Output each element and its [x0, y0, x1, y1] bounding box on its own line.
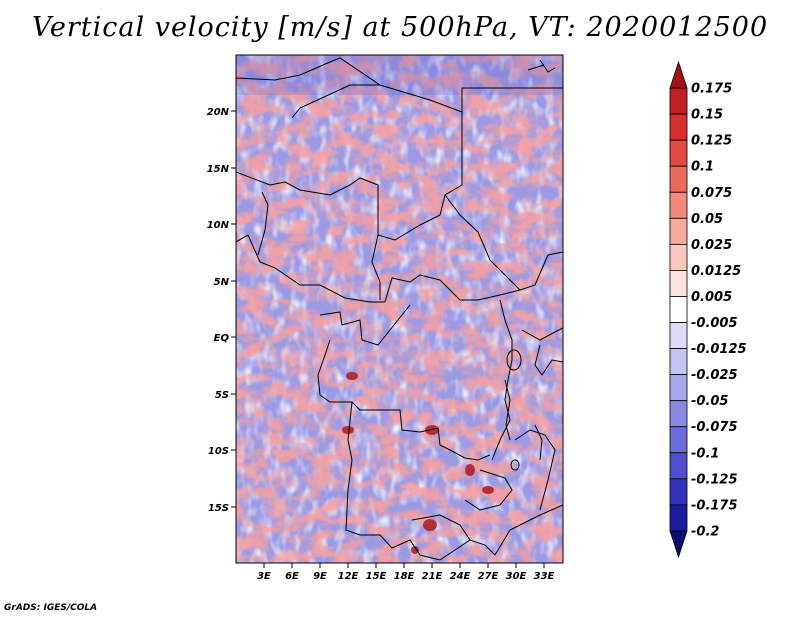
- lon-label: 18E: [394, 571, 415, 582]
- lon-label: 3E: [257, 571, 271, 582]
- colorbar-segment: [669, 217, 688, 245]
- colorbar-segment: [669, 270, 688, 297]
- lat-label: 5S: [215, 390, 229, 401]
- colorbar-label: 0.05: [691, 212, 723, 227]
- lon-label: 33E: [534, 571, 555, 582]
- colorbar-label: -0.025: [691, 368, 738, 383]
- longitude-axis: [263, 563, 545, 568]
- lat-label: 10S: [208, 446, 229, 457]
- vertical-velocity-field: [236, 55, 563, 563]
- colorbar-segment: [669, 60, 688, 89]
- colorbar-segment: [669, 191, 688, 219]
- country-borders: [236, 57, 563, 561]
- colorbar-label: -0.125: [691, 472, 738, 487]
- colorbar-label: 0.005: [691, 290, 732, 305]
- lon-label: 24E: [450, 571, 471, 582]
- colorbar-label: 0.15: [691, 108, 723, 123]
- colorbar-label: -0.175: [691, 498, 738, 513]
- lon-label: 9E: [313, 571, 327, 582]
- colorbar: 0.175 0.15 0.125 0.1 0.075 0.05 0.025 0.0125 0.0…: [669, 60, 747, 559]
- colorbar-label: 0.1: [691, 160, 714, 175]
- lat-label: 5N: [214, 277, 230, 288]
- lon-label: 30E: [506, 571, 527, 582]
- colorbar-segment: [669, 478, 688, 506]
- strong-updraft-spots: [342, 372, 494, 554]
- colorbar-segment: [669, 452, 688, 480]
- colorbar-segment: [669, 504, 688, 532]
- colorbar-segment: [669, 400, 688, 428]
- colorbar-segment: [669, 113, 688, 141]
- lon-label: 21E: [422, 571, 443, 582]
- colorbar-label: 0.025: [691, 238, 732, 253]
- lat-label: 15S: [208, 503, 229, 514]
- colorbar-segment: [669, 243, 688, 271]
- colorbar-label: -0.005: [691, 316, 738, 331]
- lon-label: 27E: [478, 571, 499, 582]
- chart-title: Vertical velocity [m/s] at 500hPa, VT: 2…: [31, 12, 769, 43]
- latitude-axis: [231, 110, 236, 508]
- lakes: [504, 349, 543, 471]
- lat-label: EQ: [214, 333, 230, 344]
- colorbar-label: -0.05: [691, 394, 728, 409]
- longitude-labels: 3E 6E 9E 12E 15E 18E 21E 24E 27E 30E 33E: [257, 571, 554, 582]
- colorbar-label: -0.0125: [691, 342, 747, 357]
- lat-label: 10N: [207, 220, 230, 231]
- colorbar-label: -0.1: [691, 446, 719, 461]
- colorbar-label: -0.075: [691, 420, 738, 435]
- latitude-labels: 20N 15N 10N 5N EQ 5S 10S 15S: [207, 107, 230, 514]
- lon-label: 15E: [366, 571, 387, 582]
- lat-label: 20N: [207, 107, 230, 118]
- colorbar-segment: [669, 296, 688, 323]
- lon-label: 6E: [285, 571, 299, 582]
- colorbar-label: 0.0125: [691, 264, 741, 279]
- colorbar-segment: [669, 348, 688, 376]
- colorbar-label: -0.2: [691, 524, 719, 539]
- colorbar-segment: [669, 139, 688, 167]
- map-frame: [235, 54, 564, 564]
- colorbar-segment: [669, 322, 688, 349]
- colorbar-segment: [669, 530, 688, 559]
- colorbar-segment: [669, 87, 688, 115]
- colorbar-segment: [669, 374, 688, 402]
- colorbar-label: 0.175: [691, 82, 732, 97]
- colorbar-label: 0.125: [691, 134, 732, 149]
- lat-label: 15N: [207, 164, 230, 175]
- grads-credit: GrADS: IGES/COLA: [4, 603, 98, 613]
- colorbar-segment: [669, 165, 688, 193]
- colorbar-segment: [669, 426, 688, 454]
- lon-label: 12E: [338, 571, 359, 582]
- colorbar-label: 0.075: [691, 186, 732, 201]
